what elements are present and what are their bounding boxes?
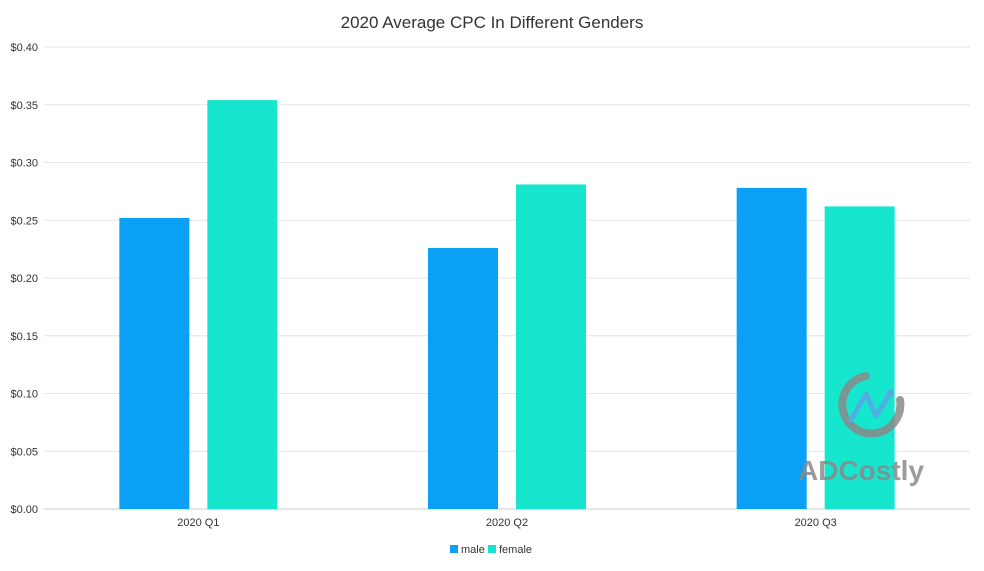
x-tick-label: 2020 Q1: [177, 517, 219, 529]
bar-male-2: [428, 247, 498, 509]
legend: male female: [450, 544, 532, 556]
grid-lines: [44, 46, 970, 510]
y-tick-label: $0.15: [10, 331, 38, 343]
x-tick-label: 2020 Q2: [486, 517, 528, 529]
y-tick-label: $0.35: [10, 100, 38, 112]
watermark-text: ADCostly: [798, 455, 924, 486]
adcostly-logo-icon: [838, 372, 905, 438]
y-tick-label: $0.00: [10, 504, 38, 516]
legend-swatch-female: [488, 545, 496, 553]
y-tick-label: $0.20: [10, 273, 38, 285]
bar-female-2: [516, 184, 586, 509]
y-tick-label: $0.05: [10, 446, 38, 458]
chart-title: 2020 Average CPC In Different Genders: [341, 13, 644, 32]
bar-male-1: [119, 217, 190, 509]
bar-female-1: [207, 100, 278, 509]
y-tick-label: $0.25: [10, 215, 38, 227]
x-tick-label: 2020 Q3: [795, 517, 837, 529]
legend-label-female: female: [499, 544, 532, 556]
legend-label-male: male: [461, 544, 485, 556]
y-tick-label: $0.30: [10, 158, 38, 170]
y-axis-ticks: $0.00 $0.05 $0.10 $0.15 $0.20 $0.25 $0.30 $0.35…: [10, 42, 38, 516]
bar-female-3: [824, 206, 895, 509]
legend-swatch-male: [450, 545, 458, 553]
bar-male-3: [736, 187, 807, 509]
bars: [119, 100, 895, 509]
watermark: ADCostly: [798, 372, 924, 486]
y-tick-label: $0.10: [10, 389, 38, 401]
y-tick-label: $0.40: [10, 42, 38, 54]
x-axis-ticks: 2020 Q1 2020 Q2 2020 Q3: [177, 517, 837, 529]
